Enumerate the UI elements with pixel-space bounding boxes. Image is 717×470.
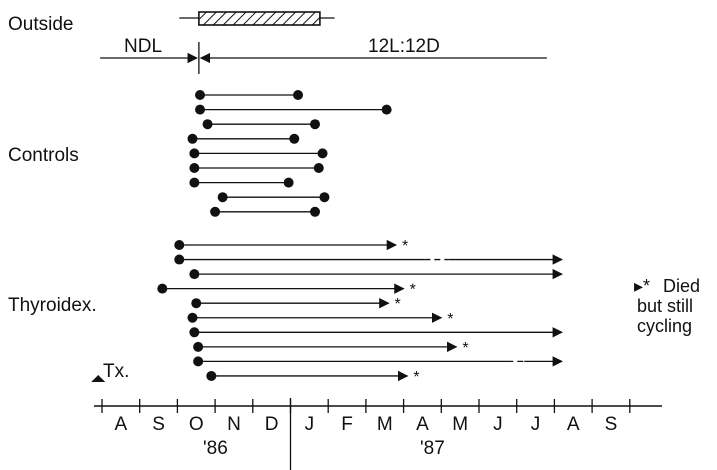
end-dot xyxy=(310,119,321,130)
control-bird-3 xyxy=(202,119,321,130)
start-dot xyxy=(189,148,200,159)
month-label: J xyxy=(531,414,541,435)
start-dot xyxy=(210,206,221,217)
thyroidex-bird-5: * xyxy=(191,296,401,313)
died-asterisk: * xyxy=(447,311,453,328)
ndl-label: NDL xyxy=(124,36,162,57)
end-dot xyxy=(319,192,330,203)
month-label: F xyxy=(341,414,353,435)
control-bird-7 xyxy=(189,177,294,188)
control-bird-6 xyxy=(189,163,324,173)
control-bird-8 xyxy=(217,192,330,203)
start-dot xyxy=(193,341,204,352)
tx-marker xyxy=(91,375,106,382)
month-label: O xyxy=(189,414,204,435)
month-label: A xyxy=(567,414,580,435)
start-dot xyxy=(174,254,185,265)
died-asterisk: * xyxy=(402,238,408,255)
start-dot xyxy=(189,327,200,338)
start-dot xyxy=(195,90,206,100)
thyroidex-bird-2 xyxy=(174,254,563,265)
control-bird-2 xyxy=(195,104,392,115)
month-label: N xyxy=(227,414,241,435)
thyroidex-bird-9 xyxy=(193,356,563,367)
end-dot xyxy=(317,148,328,159)
died-asterisk: * xyxy=(410,282,416,299)
time-axis: '86 '87 A S O N D J F M A M J J A S xyxy=(94,398,662,470)
start-dot xyxy=(174,240,185,250)
died-asterisk: * xyxy=(413,369,419,386)
start-dot xyxy=(189,177,200,188)
outside-section: Outside NDL 12L:12D xyxy=(8,11,547,74)
control-bird-1 xyxy=(195,90,304,100)
legend-note: ▸* Died but still cycling xyxy=(634,276,700,336)
thyroidex-bird-7 xyxy=(189,327,563,338)
month-label: D xyxy=(265,414,279,435)
tx-label: Tx. xyxy=(103,361,129,382)
start-dot xyxy=(206,370,217,381)
start-dot xyxy=(217,192,228,203)
start-dot xyxy=(157,283,168,294)
control-bird-9 xyxy=(210,206,321,217)
month-label: S xyxy=(152,414,165,435)
thyroidex-bird-8: * xyxy=(193,340,469,357)
thyroidex-bird-10: * xyxy=(206,369,420,386)
start-dot xyxy=(195,104,206,115)
legend-line-1: Died xyxy=(663,276,700,296)
outside-label: Outside xyxy=(8,14,73,35)
start-dot xyxy=(187,312,198,323)
start-dot xyxy=(189,269,200,280)
hatched-bar xyxy=(198,11,321,26)
thyroidex-label: Thyroidex. xyxy=(8,295,97,316)
controls-label: Controls xyxy=(8,145,79,166)
thyroidex-bird-3 xyxy=(189,268,563,280)
thyroidex-bird-6: * xyxy=(187,311,454,328)
thyroidex-bird-4: * xyxy=(157,282,416,299)
month-label: S xyxy=(605,414,618,435)
legend-line-2: but still xyxy=(637,296,693,316)
died-asterisk: * xyxy=(462,340,468,357)
legend-line-3: cycling xyxy=(637,316,692,336)
thyroidex-bird-1: * xyxy=(174,238,408,255)
start-dot xyxy=(202,119,213,130)
control-bird-4 xyxy=(187,133,300,144)
start-dot xyxy=(187,133,198,144)
year-label-87: '87 xyxy=(420,438,445,459)
start-dot xyxy=(191,298,202,309)
photoperiod-label: 12L:12D xyxy=(368,36,440,57)
start-dot xyxy=(189,163,200,173)
month-label: M xyxy=(452,414,468,435)
month-label: J xyxy=(493,414,503,435)
end-dot xyxy=(293,90,304,100)
died-asterisk: * xyxy=(395,296,401,313)
controls-group xyxy=(187,90,392,217)
month-label: M xyxy=(377,414,393,435)
month-label: A xyxy=(115,414,128,435)
end-dot xyxy=(313,163,324,173)
start-dot xyxy=(193,356,204,367)
end-dot xyxy=(283,177,294,188)
end-dot xyxy=(289,133,300,144)
thyroidectomized-group: * * * * * * xyxy=(157,238,563,386)
month-label: A xyxy=(416,414,429,435)
legend-symbol: ▸* xyxy=(634,276,650,296)
year-label-86: '86 xyxy=(203,438,228,459)
end-dot xyxy=(310,206,321,217)
control-bird-5 xyxy=(189,148,328,159)
month-label: J xyxy=(305,414,315,435)
end-dot xyxy=(381,104,392,115)
